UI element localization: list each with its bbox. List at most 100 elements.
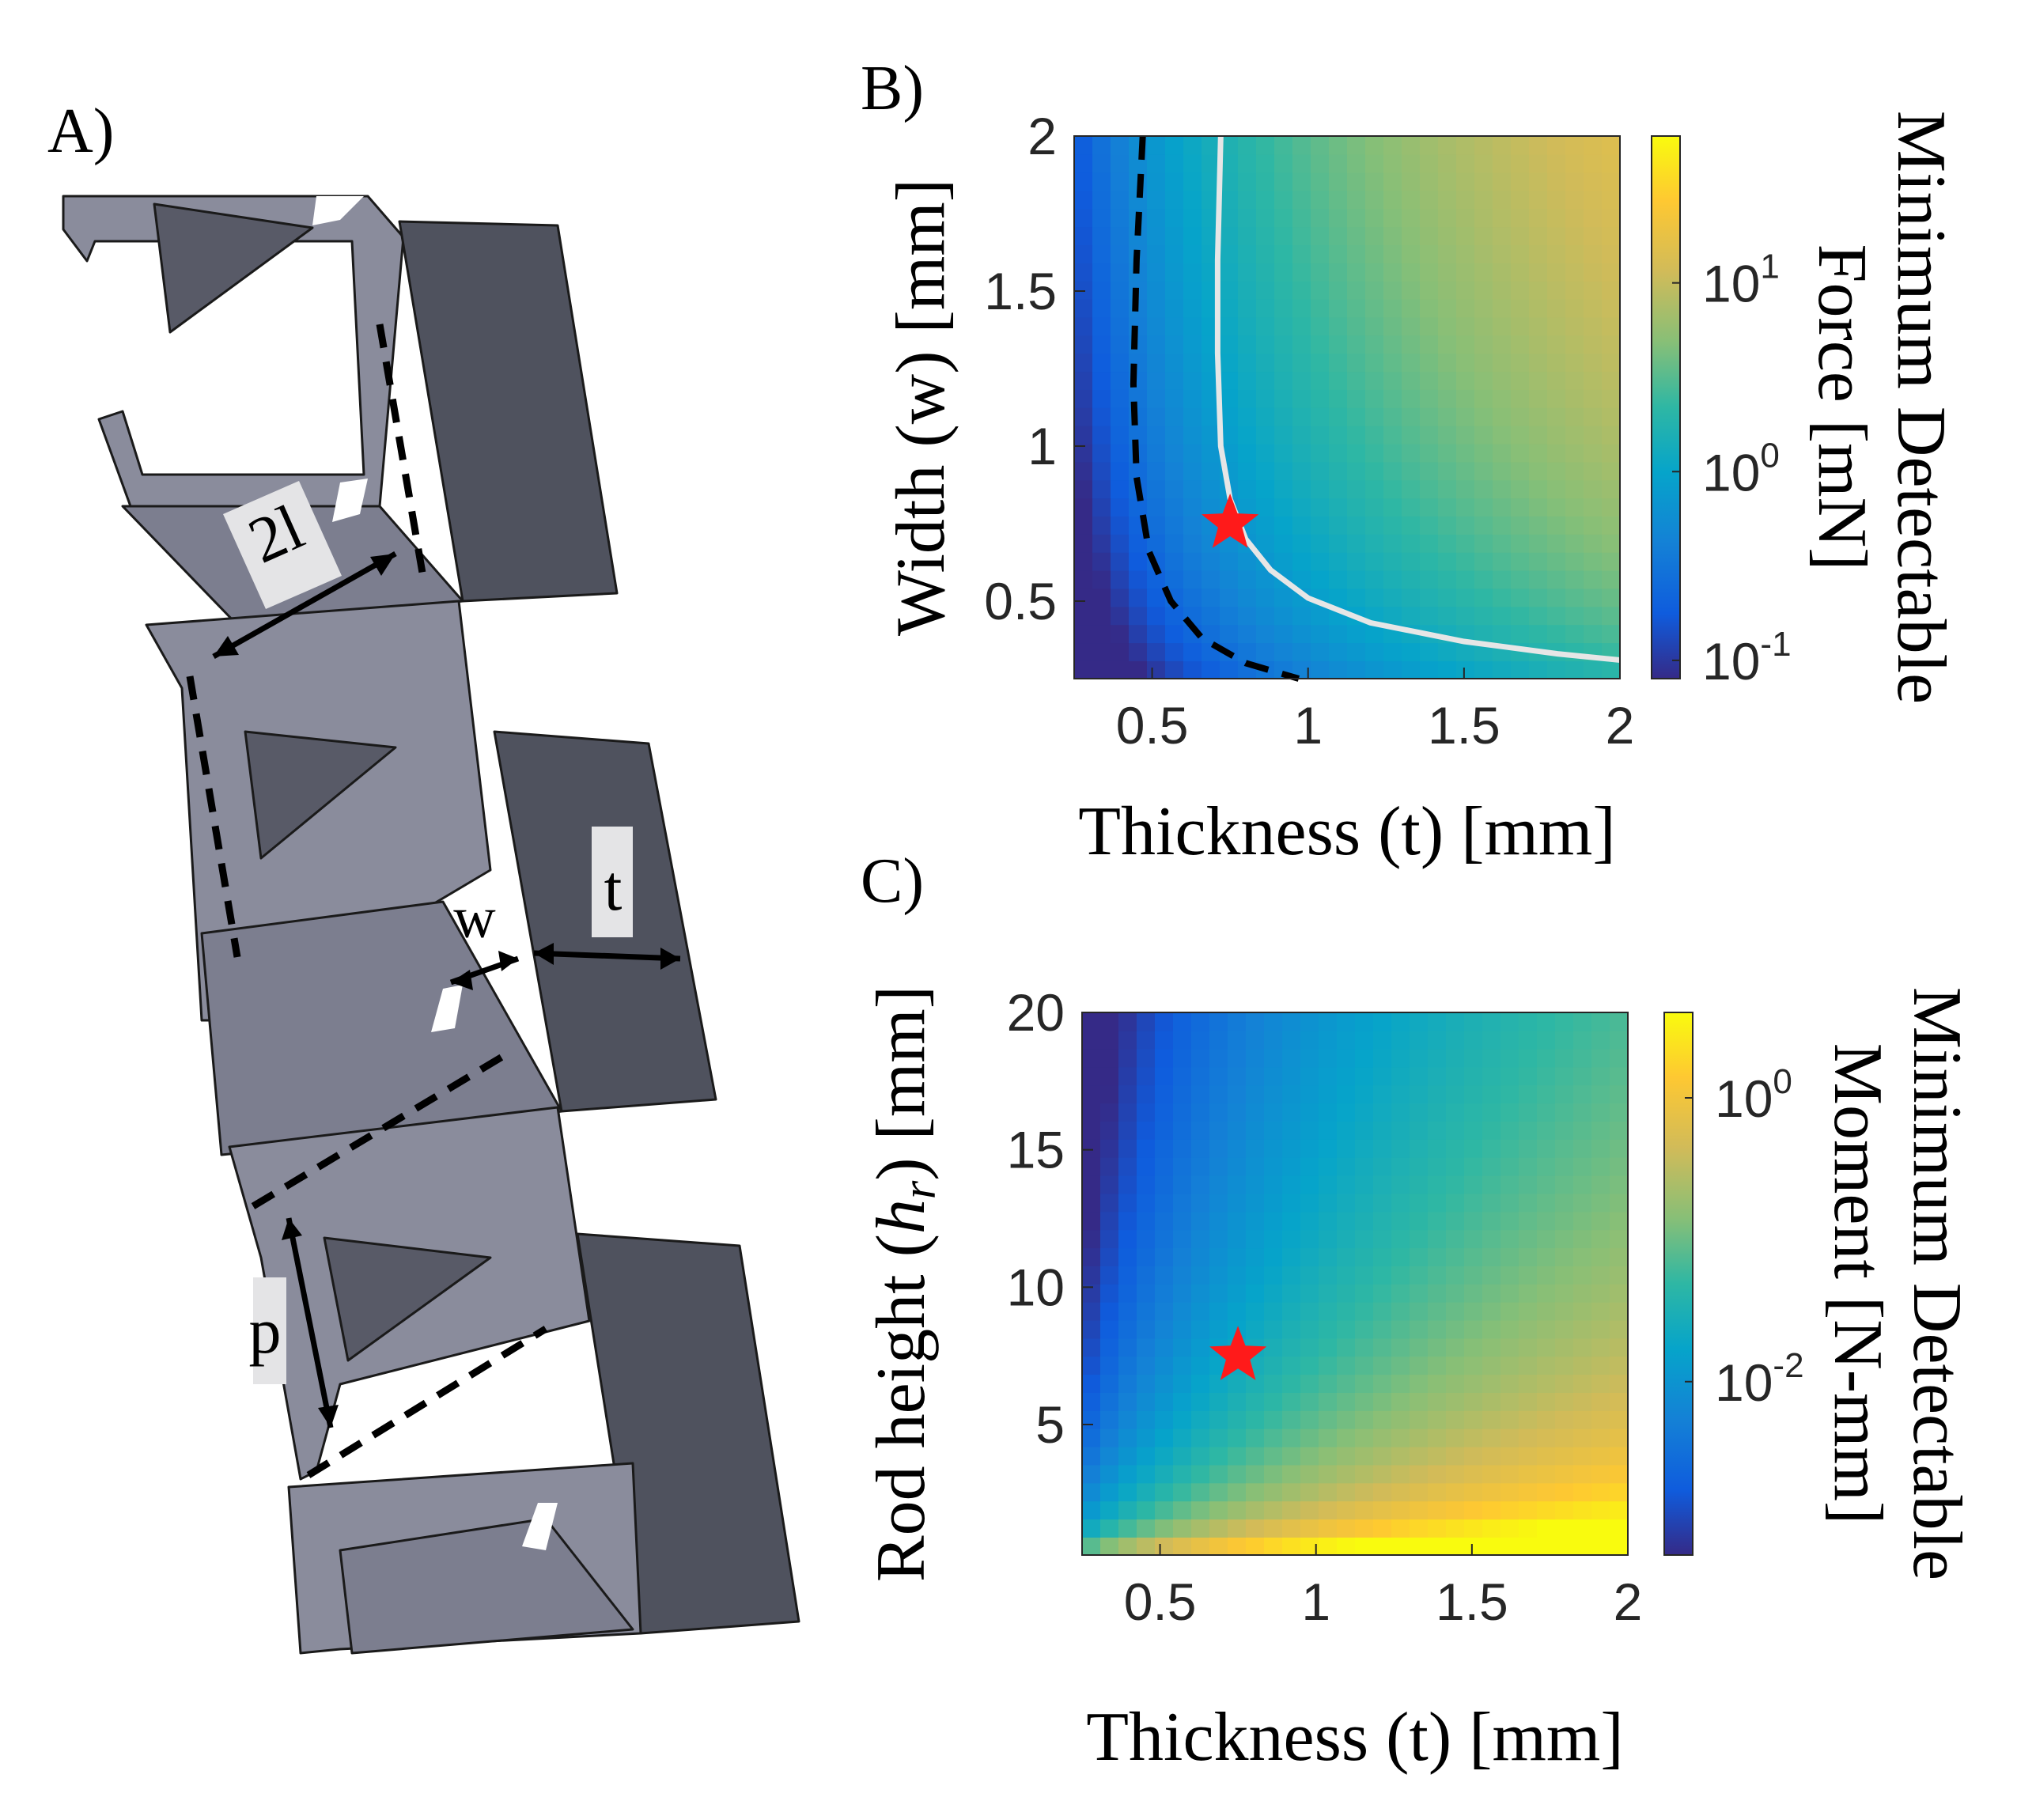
heatmap-cell <box>1373 1301 1392 1321</box>
heatmap-cell <box>1420 642 1439 661</box>
heatmap-cell <box>1300 1175 1319 1194</box>
heatmap-cell <box>1438 172 1457 191</box>
heatmap-cell <box>1282 1482 1301 1502</box>
heatmap-cell <box>1464 1175 1483 1194</box>
heatmap-cell <box>1300 1428 1319 1447</box>
heatmap-cell <box>1246 1428 1265 1447</box>
heatmap-cell <box>1082 1301 1101 1321</box>
heatmap-cell <box>1118 1338 1137 1357</box>
heatmap-cell <box>1256 263 1275 282</box>
heatmap-cell <box>1220 606 1239 626</box>
heatmap-cell <box>1573 1139 1592 1158</box>
heatmap-cell <box>1474 153 1493 173</box>
heatmap-cell <box>1329 534 1348 553</box>
heatmap-cell <box>1300 1284 1319 1303</box>
heatmap-cell <box>1347 153 1366 173</box>
heatmap-cell <box>1428 1500 1447 1520</box>
heatmap-cell <box>1355 1301 1374 1321</box>
heatmap-cell <box>1446 1464 1465 1484</box>
heatmap-cell <box>1311 642 1330 661</box>
heatmap-cell <box>1311 353 1330 373</box>
heatmap-cell <box>1493 172 1512 191</box>
heatmap-cell <box>1410 1464 1429 1484</box>
heatmap-cell <box>1511 551 1530 571</box>
heatmap-cell <box>1264 1121 1283 1140</box>
heatmap-cell <box>1511 172 1530 191</box>
heatmap-cell <box>1264 1139 1283 1158</box>
heatmap-cell <box>1391 1175 1410 1194</box>
heatmap-cell <box>1082 1084 1101 1104</box>
heatmap-cell <box>1183 407 1202 426</box>
heatmap-cell <box>1329 569 1348 589</box>
heatmap-cell <box>1610 1356 1629 1375</box>
heatmap-cell <box>1191 1446 1210 1466</box>
heatmap-cell <box>1228 1500 1247 1520</box>
heatmap-cell <box>1165 569 1184 589</box>
heatmap-cell <box>1420 226 1439 245</box>
heatmap-cell <box>1591 1301 1610 1321</box>
heatmap-cell <box>1547 606 1566 626</box>
heatmap-cell <box>1282 1500 1301 1520</box>
heatmap-cell <box>1591 1048 1610 1068</box>
heatmap-cell <box>1228 1392 1247 1411</box>
heatmap-cell <box>1256 136 1275 155</box>
heatmap-cell <box>1165 136 1184 155</box>
heatmap-cell <box>1220 588 1239 607</box>
heatmap-cell <box>1082 1156 1101 1176</box>
heatmap-cell <box>1292 244 1311 263</box>
heatmap-cell <box>1118 1229 1137 1249</box>
heatmap-cell <box>1311 498 1330 516</box>
heatmap-cell <box>1511 263 1530 282</box>
heatmap-cell <box>1493 280 1512 300</box>
heatmap-cell <box>1282 1066 1301 1086</box>
heatmap-cell <box>1155 1211 1174 1231</box>
heatmap-cell <box>1202 551 1220 571</box>
heatmap-cell <box>1173 1284 1192 1303</box>
heatmap-cell <box>1092 208 1111 228</box>
heatmap-cell <box>1111 136 1130 155</box>
heatmap-cell <box>1311 244 1330 263</box>
heatmap-cell <box>1209 1410 1228 1429</box>
heatmap-cell <box>1337 1211 1356 1231</box>
heatmap-cell <box>1547 479 1566 499</box>
heatmap-cell <box>1383 172 1402 191</box>
heatmap-cell <box>1238 353 1257 373</box>
heatmap-cell <box>1355 1156 1374 1176</box>
heatmap-cell <box>1292 226 1311 245</box>
heatmap-cell <box>1446 1229 1465 1249</box>
heatmap-cell <box>1428 1464 1447 1484</box>
heatmap-cell <box>1183 244 1202 263</box>
colorbar-label: Minimum DetectableMoment [N-mm] <box>1819 987 1975 1580</box>
heatmap-cell <box>1501 1284 1519 1303</box>
heatmap-cell <box>1493 263 1512 282</box>
heatmap-cell <box>1074 660 1093 679</box>
heatmap-cell <box>1074 244 1093 263</box>
heatmap-cell <box>1292 606 1311 626</box>
heatmap-cell <box>1191 1464 1210 1484</box>
heatmap-cell <box>1183 425 1202 445</box>
heatmap-field <box>1082 1012 1629 1556</box>
heatmap-cell <box>1420 461 1439 481</box>
heatmap-cell <box>1365 136 1384 155</box>
heatmap-cell <box>1428 1410 1447 1429</box>
y-tick-label: 0.5 <box>984 572 1057 630</box>
heatmap-cell <box>1565 153 1584 173</box>
heatmap-cell <box>1100 1374 1119 1393</box>
heatmap-cell <box>1402 407 1421 426</box>
heatmap-cell <box>1547 389 1566 408</box>
heatmap-cell <box>1118 1266 1137 1285</box>
heatmap-cell <box>1519 1392 1538 1411</box>
heatmap-cell <box>1529 461 1548 481</box>
heatmap-cell <box>1282 1247 1301 1266</box>
heatmap-cell <box>1337 1356 1356 1375</box>
heatmap-cell <box>1300 1301 1319 1321</box>
heatmap-cell <box>1319 1374 1338 1393</box>
heatmap-cell <box>1173 1156 1192 1176</box>
heatmap-cell <box>1092 606 1111 626</box>
heatmap-cell <box>1256 588 1275 607</box>
heatmap-cell <box>1464 1519 1483 1538</box>
heatmap-cell <box>1209 1175 1228 1194</box>
heatmap-cell <box>1111 479 1130 499</box>
plot-area-frame <box>1073 135 1621 679</box>
heatmap-cell <box>1256 606 1275 626</box>
